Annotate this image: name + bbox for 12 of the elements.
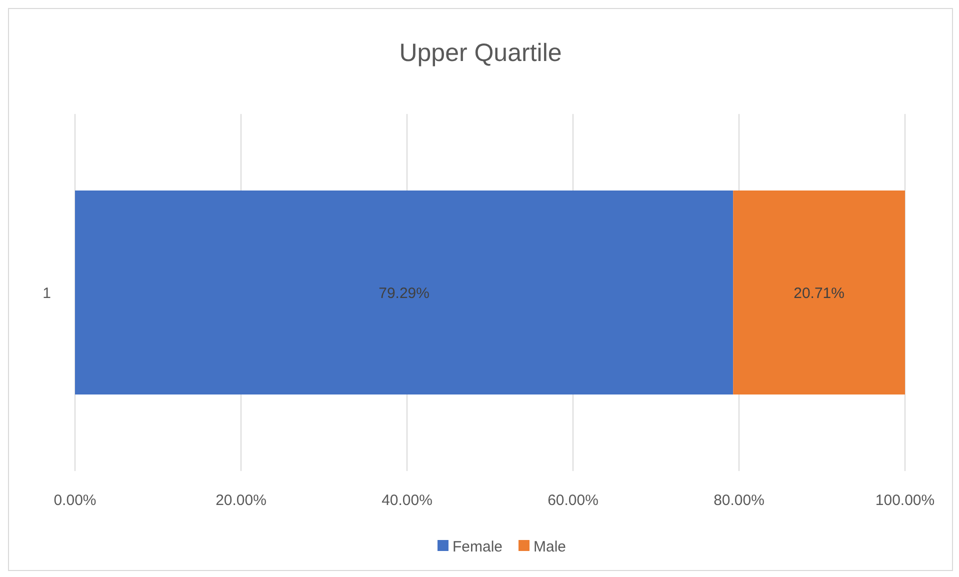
- chart-title: Upper Quartile: [399, 39, 562, 67]
- x-tick-label: 80.00%: [714, 492, 764, 509]
- x-tick-label: 40.00%: [382, 492, 432, 509]
- y-tick-label: 1: [42, 284, 51, 302]
- data-label: 20.71%: [794, 284, 844, 302]
- legend-label: Male: [534, 538, 566, 556]
- x-tick-label: 60.00%: [548, 492, 598, 509]
- data-label: 79.29%: [378, 284, 430, 302]
- legend-label: Female: [452, 538, 503, 556]
- x-tick-label: 20.00%: [216, 492, 266, 509]
- x-tick-label: 0.00%: [54, 492, 96, 509]
- x-tick-label: 100.00%: [875, 492, 935, 509]
